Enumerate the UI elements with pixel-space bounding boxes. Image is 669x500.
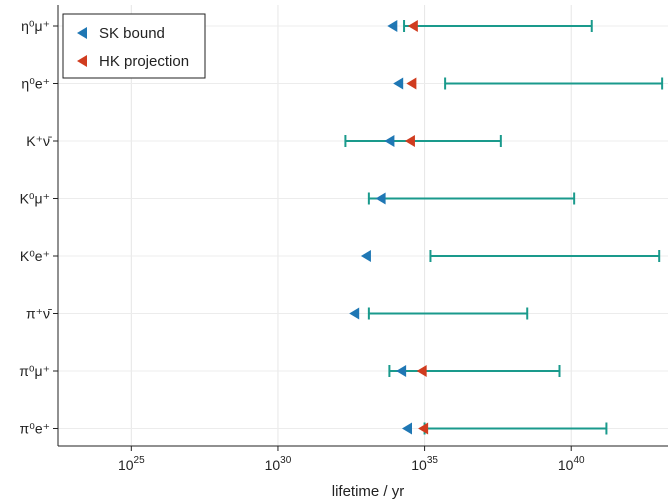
sk-bound-marker: [384, 135, 395, 147]
hk-projection-marker: [406, 77, 417, 90]
y-tick-label: η⁰μ⁺: [21, 18, 50, 34]
legend-marker: [77, 55, 87, 67]
x-axis-title: lifetime / yr: [332, 483, 405, 500]
hk-projection-marker: [404, 135, 415, 147]
legend: SK bound HK projection: [62, 13, 206, 79]
sk-bound-marker: [387, 20, 398, 32]
hk-projection-marker: [418, 422, 429, 435]
hk-projection-marker: [407, 20, 418, 32]
sk-bound-marker: [393, 77, 404, 90]
sk-bound-marker: [375, 192, 386, 205]
x-tick-label: 1040: [558, 455, 585, 473]
y-tick-label: K⁺ν̄: [26, 133, 52, 149]
sk-bound-marker: [360, 250, 371, 262]
y-tick-label: π⁰μ⁺: [19, 363, 50, 379]
y-tick-label: π⁺ν̄: [26, 306, 52, 322]
y-tick-label: π⁰e⁺: [20, 421, 50, 437]
sk-bound-marker: [401, 422, 412, 435]
x-tick-label: 1035: [411, 455, 438, 473]
hk-projection-marker: [416, 365, 427, 377]
y-tick-label: K⁰e⁺: [20, 248, 50, 264]
legend-label: SK bound: [99, 25, 165, 42]
y-tick-label: η⁰e⁺: [21, 76, 50, 92]
sk-bound-marker: [396, 365, 407, 377]
legend-box: [62, 13, 206, 79]
y-tick-label: K⁰μ⁺: [20, 191, 50, 207]
x-tick-label: 1025: [118, 455, 145, 473]
sk-bound-marker: [349, 307, 360, 320]
legend-label: HK projection: [99, 53, 189, 70]
x-tick-label: 1030: [265, 455, 292, 473]
legend-marker: [77, 27, 87, 39]
